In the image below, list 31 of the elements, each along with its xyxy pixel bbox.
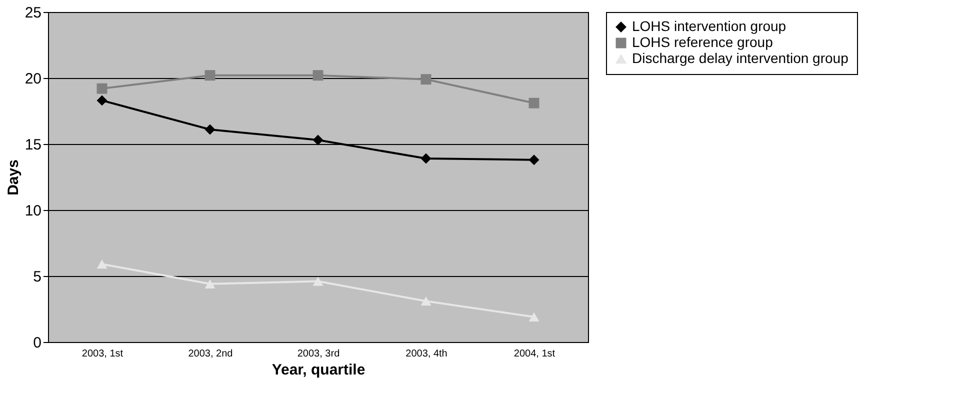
point	[312, 276, 324, 286]
y-axis-title: Days	[4, 160, 22, 196]
y-tick-label: 25	[24, 4, 42, 22]
point	[204, 124, 216, 135]
legend-label: LOHS intervention group	[632, 18, 786, 34]
y-tick-label: 5	[33, 268, 42, 286]
x-tick-label: 2003, 4th	[406, 348, 448, 360]
y-tick-label: 20	[24, 70, 42, 88]
x-tick-label: 2003, 2nd	[188, 348, 233, 360]
point	[96, 95, 108, 106]
legend-label: Discharge delay intervention group	[632, 50, 849, 66]
point	[420, 296, 432, 306]
y-tick-label: 15	[24, 136, 42, 154]
point	[96, 260, 108, 269]
x-tick-label: 2004, 1st	[514, 348, 556, 360]
y-tick-label: 0	[33, 334, 42, 352]
point	[528, 312, 540, 322]
x-tick-label: 2003, 1st	[82, 348, 124, 360]
x-tick-label: 2003, 3rd	[297, 348, 340, 360]
point	[312, 134, 324, 146]
x-axis-title: Year, quartile	[272, 362, 366, 378]
point	[204, 70, 216, 81]
point	[312, 70, 324, 81]
point	[528, 98, 540, 108]
point	[420, 153, 432, 164]
y-tick-label: 10	[24, 202, 42, 220]
point	[96, 83, 108, 94]
legend-label: LOHS reference group	[632, 34, 774, 50]
point	[420, 74, 432, 85]
point	[204, 279, 216, 288]
point	[528, 154, 540, 166]
